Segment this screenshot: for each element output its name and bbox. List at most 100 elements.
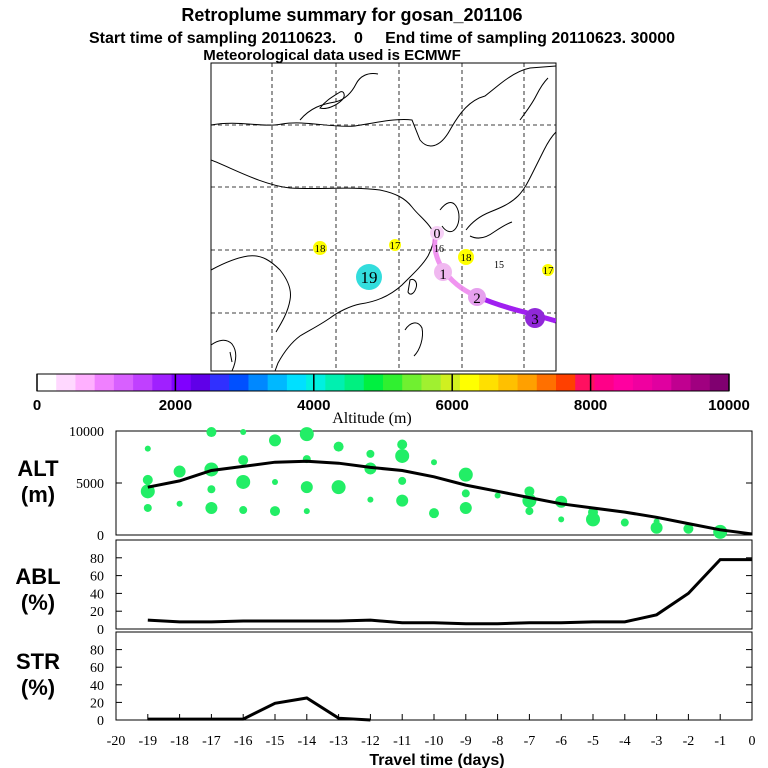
y-tick-label: 80 bbox=[90, 644, 104, 659]
alt-scatter-point bbox=[269, 434, 281, 447]
str-y-ticks: 80 60 40 20 0 bbox=[90, 644, 752, 729]
trajectory-path-dark bbox=[474, 293, 556, 324]
alt-scatter-point bbox=[300, 481, 313, 494]
cluster-label-6: 17 bbox=[543, 265, 555, 277]
colorbar-cell bbox=[133, 374, 153, 391]
alt-scatter-point bbox=[144, 445, 151, 452]
alt-ylabel-bottom: (m) bbox=[21, 482, 55, 507]
alt-scatter-point bbox=[239, 506, 248, 515]
trajectory-point-1 bbox=[434, 263, 452, 281]
alt-scatter-point bbox=[205, 501, 218, 514]
x-tick-label: -16 bbox=[234, 734, 253, 749]
y-tick-label: 5000 bbox=[76, 477, 104, 492]
x-tick-label: 0 bbox=[749, 734, 756, 749]
cluster-markers: 18 17 16 18 19 15 17 bbox=[313, 239, 554, 290]
cluster-label-4: 19 bbox=[361, 268, 378, 287]
alt-scatter-point bbox=[333, 441, 344, 452]
colorbar-cell bbox=[152, 374, 173, 391]
colorbar-cell bbox=[575, 374, 595, 391]
colorbar-cell bbox=[536, 374, 557, 391]
colorbar-cell bbox=[709, 374, 730, 391]
cluster-label-3: 18 bbox=[461, 252, 473, 264]
cluster-label-5: 15 bbox=[494, 260, 504, 271]
alt-scatter-point bbox=[459, 501, 472, 514]
colorbar-cell bbox=[75, 374, 96, 391]
y-tick-label: 0 bbox=[97, 714, 104, 729]
colorbar-tick-label: 4000 bbox=[297, 397, 330, 414]
colorbar-cell bbox=[671, 374, 692, 391]
y-tick-label: 0 bbox=[97, 529, 104, 544]
colorbar-cell bbox=[632, 374, 653, 391]
x-tick-label: -10 bbox=[425, 734, 444, 749]
alt-scatter-point bbox=[143, 503, 152, 512]
altitude-colorbar: 0 2000 4000 6000 8000 10000 Altitude (m) bbox=[33, 373, 750, 427]
alt-scatter-point bbox=[142, 474, 153, 485]
colorbar-cell bbox=[594, 374, 615, 391]
alt-y-ticks: 10000 5000 0 bbox=[69, 425, 752, 544]
alt-scatter-point bbox=[173, 465, 186, 478]
abl-ylabel-top: ABL bbox=[15, 564, 60, 589]
x-tick-label: -11 bbox=[393, 734, 411, 749]
colorbar-cell bbox=[517, 374, 538, 391]
y-tick-label: 20 bbox=[90, 605, 104, 620]
y-tick-label: 10000 bbox=[69, 425, 104, 440]
colorbar-cell bbox=[306, 374, 326, 391]
map-panel: 0 1 2 3 18 17 16 18 19 15 17 bbox=[210, 62, 557, 372]
cluster-marker-3 bbox=[458, 249, 474, 265]
alt-scatter-point bbox=[272, 478, 278, 485]
str-ylabel-top: STR bbox=[16, 649, 60, 674]
alt-scatter-point bbox=[683, 523, 694, 534]
cluster-label-2: 16 bbox=[434, 244, 444, 255]
x-tick-label: -6 bbox=[555, 734, 567, 749]
x-tick-label: -14 bbox=[297, 734, 316, 749]
alt-scatter-point bbox=[367, 496, 374, 503]
y-tick-label: 60 bbox=[90, 570, 104, 585]
colorbar-cell bbox=[402, 374, 422, 391]
x-tick-label: -13 bbox=[329, 734, 348, 749]
colorbar-tick-label: 10000 bbox=[708, 397, 750, 414]
colorbar-cell bbox=[479, 374, 499, 391]
trajectory-label-1: 1 bbox=[439, 267, 447, 283]
colorbar-cell bbox=[171, 374, 192, 391]
sampling-times: Start time of sampling 20110623. 0 End t… bbox=[89, 30, 675, 47]
y-tick-label: 40 bbox=[90, 587, 104, 602]
alt-ylabel-top: ALT bbox=[17, 456, 59, 481]
colorbar-ticks: 0 2000 4000 6000 8000 10000 bbox=[33, 374, 750, 414]
y-tick-label: 0 bbox=[97, 623, 104, 638]
abl-ylabel-bottom: (%) bbox=[21, 590, 55, 615]
x-axis-ticks: -20 -19 -18 -17 -16 -15 -14 -13 -12 -11 -10 -9 -8 -7-… bbox=[107, 714, 756, 749]
colorbar-tick-label: 2000 bbox=[159, 397, 192, 414]
alt-scatter-point bbox=[650, 521, 663, 534]
alt-scatter-point bbox=[461, 489, 470, 498]
x-tick-label: -8 bbox=[492, 734, 504, 749]
trajectory-point-2 bbox=[468, 288, 486, 306]
y-tick-label: 20 bbox=[90, 696, 104, 711]
colorbar-cell bbox=[459, 374, 480, 391]
colorbar-cell bbox=[652, 374, 672, 391]
y-tick-label: 60 bbox=[90, 661, 104, 676]
alt-line bbox=[147, 459, 753, 536]
colorbar-cell bbox=[248, 374, 269, 391]
alt-scatter-point bbox=[366, 449, 375, 458]
trajectory-label-3: 3 bbox=[531, 312, 539, 328]
colorbar-cell bbox=[267, 374, 288, 391]
alt-scatter-point bbox=[429, 508, 439, 519]
colorbar-cell bbox=[421, 374, 442, 391]
colorbar-cell bbox=[229, 374, 249, 391]
str-frame bbox=[115, 631, 753, 721]
cluster-marker-4 bbox=[356, 264, 382, 290]
colorbar-tick-label: 8000 bbox=[574, 397, 607, 414]
x-tick-label: -20 bbox=[107, 734, 126, 749]
x-tick-label: -3 bbox=[651, 734, 663, 749]
abl-y-ticks: 80 60 40 20 0 bbox=[90, 552, 752, 638]
colorbar-cell bbox=[613, 374, 634, 391]
alt-scatter-point bbox=[270, 506, 280, 517]
colorbar-cell bbox=[56, 374, 76, 391]
alt-scatter-point bbox=[236, 474, 251, 489]
colorbar-cell bbox=[556, 374, 576, 391]
colorbar-cell bbox=[286, 374, 307, 391]
alt-scatter-point bbox=[303, 508, 310, 515]
trajectory-point-3 bbox=[525, 308, 545, 328]
